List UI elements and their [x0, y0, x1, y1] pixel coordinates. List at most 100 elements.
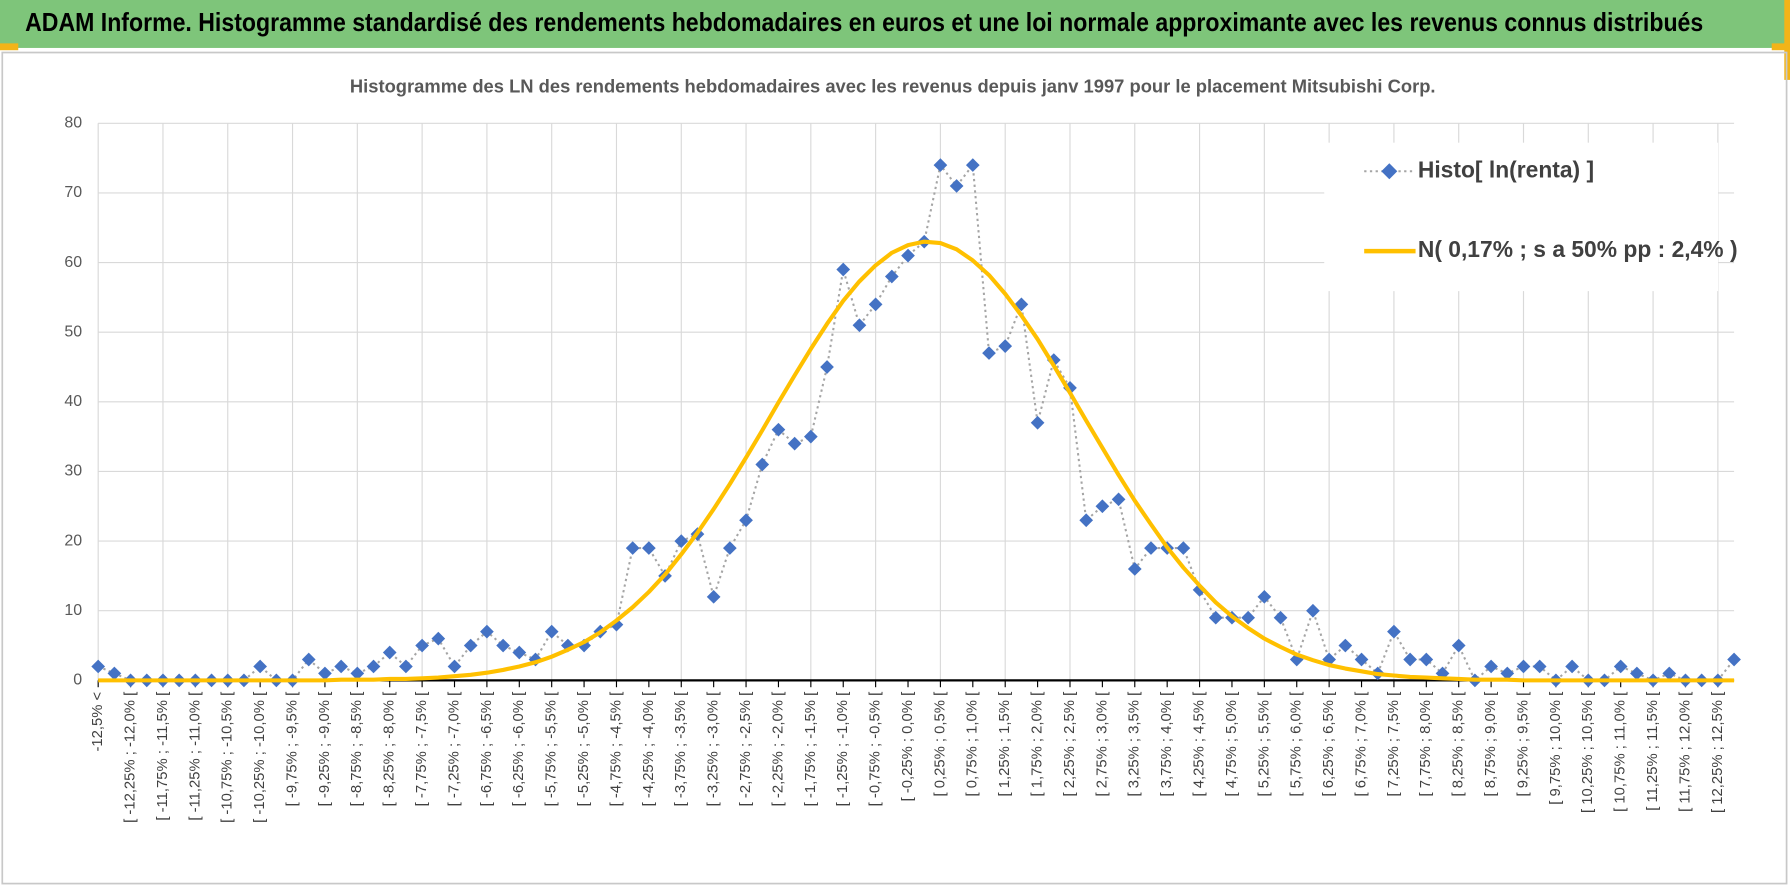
x-tick-label: [ -4,25% ; -4,0% [ [641, 692, 657, 807]
marker [431, 631, 446, 646]
marker [1727, 652, 1741, 667]
x-tick-label: [ 4,75% ; 5,0% [ [1224, 692, 1240, 797]
x-tick-label: [ -6,25% ; -6,0% [ [511, 692, 527, 807]
marker [949, 179, 964, 193]
marker [301, 652, 316, 667]
marker [350, 666, 365, 681]
y-tick-label: 40 [64, 393, 82, 410]
x-tick-label: [ 1,25% ; 1,5% [ [997, 692, 1013, 797]
x-tick-label: [ 10,75% ; 11,0% [ [1613, 692, 1629, 812]
x-tick-label: [ 0,75% ; 1,0% [ [965, 692, 981, 797]
marker [399, 659, 413, 674]
marker [366, 659, 381, 674]
corner-mark [0, 43, 19, 51]
x-tick-label: [ -0,75% ; -0,5% [ [868, 692, 884, 807]
marker [868, 297, 883, 312]
x-tick-label: [ 10,25% ; 10,5% [ [1580, 692, 1596, 813]
x-tick-label: [ -1,25% ; -1,0% [ [835, 692, 851, 807]
y-tick-label: 80 [64, 115, 82, 132]
marker [755, 457, 770, 472]
y-tick-label: 30 [64, 463, 82, 480]
x-tick-label: [ 3,25% ; 3,5% [ [1127, 692, 1143, 797]
x-tick-label: [ 4,25% ; 4,5% [ [1191, 692, 1207, 797]
x-tick-label: [ 2,25% ; 2,5% [ [1062, 692, 1078, 797]
legend-label: Histo[ ln(renta) ] [1418, 156, 1594, 182]
x-tick-label: [ -10,75% ; -10,5% [ [220, 692, 236, 823]
marker [1144, 541, 1158, 555]
marker [318, 666, 332, 681]
corner-mark [1784, 0, 1790, 80]
x-tick-label: [ -5,25% ; -5,0% [ [576, 692, 592, 807]
x-tick-label: [ 9,75% ; 10,0% [ [1548, 692, 1564, 805]
x-tick-label: [ -11,25% ; -11,0% [ [187, 692, 203, 821]
marker [739, 513, 753, 528]
marker [982, 346, 996, 360]
marker [820, 360, 834, 374]
series-line [98, 239, 1735, 683]
marker [334, 659, 348, 674]
x-tick-label: [ -4,75% ; -4,5% [ [608, 692, 624, 807]
marker [1354, 652, 1369, 667]
x-tick-label: [ 0,25% ; 0,5% [ [932, 692, 948, 797]
x-tick-label: [ 5,75% ; 6,0% [ [1289, 692, 1305, 797]
x-tick-label: [ -2,25% ; -2,0% [ [770, 692, 786, 807]
x-tick-label: [ -9,75% ; -9,5% [ [284, 692, 300, 807]
x-tick-label: [ -8,25% ; -8,0% [ [382, 692, 398, 807]
marker [803, 429, 818, 444]
marker [447, 659, 462, 674]
chart-title: Histogramme des LN des rendements hebdom… [350, 76, 1436, 97]
x-tick-label: [ -7,75% ; -7,5% [ [414, 692, 430, 807]
header-bar [0, 0, 1790, 48]
x-tick-label: [ 2,75% ; 3,0% [ [1094, 692, 1110, 797]
marker [1565, 659, 1579, 674]
x-tick-label: [ 12,25% ; 12,5% [ [1710, 692, 1726, 813]
marker [1176, 541, 1191, 555]
marker [1306, 603, 1320, 618]
marker [884, 269, 899, 284]
marker [723, 541, 737, 555]
x-tick-label: [ -3,75% ; -3,5% [ [673, 692, 689, 807]
page-title: ADAM Informe. Histogramme standardisé de… [25, 7, 1703, 37]
marker [674, 534, 689, 548]
marker [512, 645, 527, 660]
x-tick-label: [ 1,75% ; 2,0% [ [1030, 692, 1046, 797]
marker [544, 624, 559, 639]
y-tick-label: 60 [64, 254, 82, 271]
x-tick-label: [ 11,25% ; 11,5% [ [1645, 692, 1661, 811]
x-tick-label: [ -0,25% ; 0,0% [ [900, 692, 916, 802]
legend-marker [1381, 163, 1398, 180]
y-tick-label: 10 [64, 602, 82, 619]
x-tick-label: [ 3,75% ; 4,0% [ [1159, 692, 1175, 797]
marker [91, 659, 106, 674]
marker [1111, 492, 1126, 507]
x-tick-label: [ 7,75% ; 8,0% [ [1418, 692, 1434, 797]
marker [480, 624, 494, 639]
y-tick-label: 50 [64, 323, 82, 340]
corner-mark [1771, 43, 1790, 51]
y-tick-label: 70 [64, 184, 82, 201]
x-tick-label: [ -2,75% ; -2,5% [ [738, 692, 754, 807]
x-tick-label: [ -7,25% ; -7,0% [ [446, 692, 462, 807]
x-tick-label: [ -9,25% ; -9,0% [ [317, 692, 333, 807]
marker [253, 659, 267, 674]
x-tick-label: [ -10,25% ; -10,0% [ [252, 692, 268, 823]
legend-label: N( 0,17% ; s a 50% pp : 2,4% ) [1418, 236, 1738, 262]
x-tick-label: [ -1,75% ; -1,5% [ [803, 692, 819, 807]
y-tick-label: 0 [73, 672, 82, 689]
marker [706, 589, 721, 604]
marker [836, 262, 851, 277]
y-tick-label: 20 [64, 532, 82, 549]
x-tick-label: [ -6,75% ; -6,5% [ [479, 692, 495, 807]
x-tick-label: [ -11,75% ; -11,5% [ [155, 692, 171, 821]
marker [382, 645, 397, 660]
x-tick-label: [ -12,25% ; -12,0% [ [122, 692, 138, 823]
x-tick-label: [ 11,75% ; 12,0% [ [1677, 692, 1693, 812]
x-tick-label: [ 6,25% ; 6,5% [ [1321, 692, 1337, 797]
marker [1403, 652, 1417, 667]
marker [642, 541, 656, 555]
marker [1630, 666, 1644, 681]
x-tick-label: [ 9,25% ; 9,5% [ [1515, 692, 1531, 797]
x-tick-label: [ 7,25% ; 7,5% [ [1386, 692, 1402, 797]
marker [1516, 659, 1531, 674]
